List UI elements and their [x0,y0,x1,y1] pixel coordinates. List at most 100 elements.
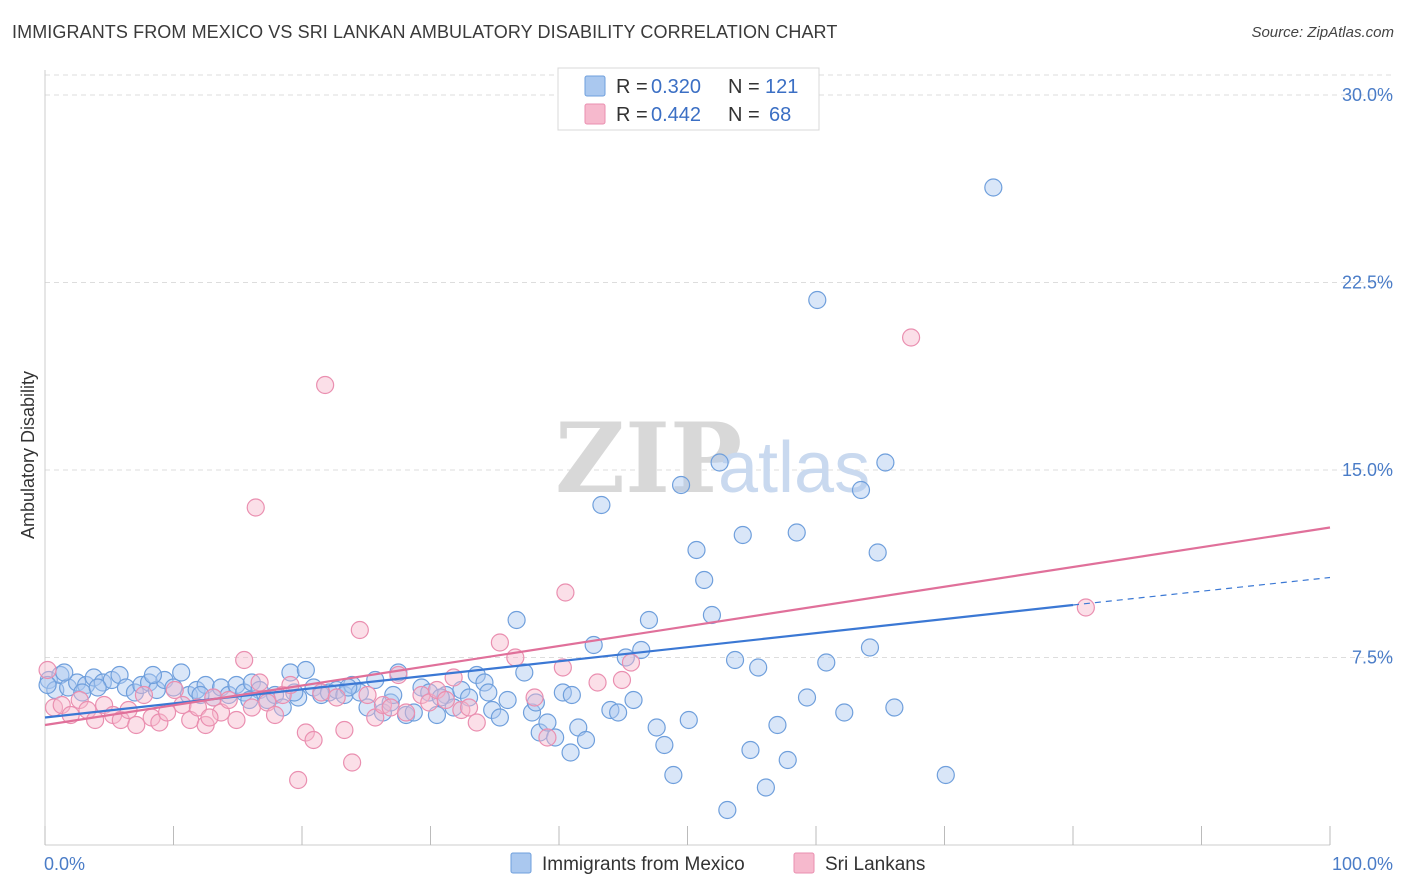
srilankan-point-11 [127,715,146,735]
mexico-point-3 [59,678,78,697]
watermark-atlas: atlas [718,428,870,508]
grid-lines [45,74,1393,658]
mexico-point-58 [490,708,509,727]
mexico-point-59 [498,690,517,710]
mexico-point-26 [242,673,261,692]
srilankan-point-63 [621,653,641,672]
srilankan-point-38 [335,720,354,740]
legend-r-value-2: 0.442 [651,104,701,126]
mexico-point-88 [725,650,745,670]
mexico-point-24 [227,675,246,695]
mexico-point-84 [695,570,714,590]
mexico-point-82 [679,710,698,730]
srilankan-point-39 [343,753,362,772]
y-tick-label-3: 30.0% [1342,85,1393,105]
source-label: Source: ZipAtlas.com [1251,24,1394,41]
chart-title: IMMIGRANTS FROM MEXICO VS SRI LANKAN AMB… [12,22,838,42]
mexico-point-65 [546,728,565,747]
srilankan-point-54 [467,713,486,732]
srilankan-trend-line [44,526,1331,727]
mexico-point-97 [808,290,827,310]
x-tick-label-1: 100.0% [1332,854,1393,874]
bottom-legend-label-srilankans: Sri Lankans [825,854,925,875]
srilankan-point-65 [1076,598,1095,617]
legend-r-label-2: R = [616,104,648,126]
mexico-point-108 [55,663,74,682]
srilankan-point-55 [490,633,509,652]
srilankan-point-50 [436,690,456,710]
correlation-legend: R = 0.320 N = 121 R = 0.442 N = 68 [557,67,820,131]
srilankan-point-24 [227,710,246,730]
mexico-point-64 [538,713,557,732]
mexico-point-105 [936,765,955,785]
srilankan-point-23 [219,690,238,710]
srilankan-point-16 [165,680,184,700]
legend-r-label-1: R = [616,76,648,98]
bottom-legend-swatch-pink [793,852,815,874]
srilankan-point-62 [612,670,632,690]
mexico-point-31 [281,663,300,682]
mexico-point-87 [718,800,737,820]
mexico-point-92 [756,778,775,797]
srilankan-point-59 [553,658,572,677]
srilankan-point-64 [901,328,921,347]
srilankan-point-27 [250,673,269,692]
srilankan-point-26 [242,698,261,717]
srilankan-point-7 [95,695,114,715]
mexico-point-62 [522,703,542,722]
legend-n-label-2: N = [728,104,760,126]
mexico-point-99 [835,703,854,722]
x-tick-label-0: 0.0% [44,854,85,874]
mexico-point-95 [787,523,806,542]
srilankan-point-29 [265,705,285,725]
legend-n-value-2: 68 [769,104,791,126]
y-axis-label: Ambulatory Disability [18,371,38,539]
mexico-trend-extension [1072,576,1331,606]
mexico-point-103 [876,453,895,472]
mexico-point-73 [609,703,628,722]
y-tick-labels: 7.5% 15.0% 22.5% 30.0% [1342,85,1393,668]
bottom-legend-swatch-blue [510,852,532,874]
x-tick-labels: 0.0% 100.0% [44,854,1393,874]
legend-r-value-1: 0.320 [651,76,701,98]
legend-swatch-pink [584,103,606,125]
srilankan-point-25 [235,650,254,670]
mexico-point-47 [404,703,423,722]
srilankan-point-49 [427,680,447,700]
watermark-zip: ZIP [555,402,742,515]
srilankan-point-66 [200,708,219,727]
srilankan-point-67 [246,498,265,517]
mexico-point-57 [483,700,502,720]
mexico-point-81 [671,475,691,495]
series-mexico-points [38,178,1003,820]
mexico-point-80 [664,765,683,785]
mexico-point-67 [561,743,580,762]
srilankan-point-32 [289,770,308,790]
srilankan-point-57 [525,688,544,707]
mexico-point-110 [88,678,107,697]
srilankan-point-4 [70,690,89,710]
legend-n-value-1: 121 [765,76,798,98]
y-tick-label-0: 7.5% [1352,648,1393,668]
mexico-point-94 [778,750,797,770]
legend-swatch-blue [584,75,606,97]
srilankan-point-34 [304,730,323,750]
series-legend: Immigrants from Mexico Sri Lankans [510,852,925,875]
mexico-point-78 [647,718,666,737]
srilankan-point-36 [316,375,335,395]
trend-lines [44,526,1331,727]
axes [44,70,1331,846]
mexico-point-106 [984,178,1003,197]
mexico-point-120 [562,685,581,705]
srilankan-point-12 [134,685,154,705]
mexico-point-107 [38,675,57,695]
mexico-point-60 [507,610,526,630]
mexico-point-56 [475,673,494,692]
mexico-point-93 [768,715,787,735]
srilankan-point-44 [381,698,400,717]
mexico-point-90 [741,740,760,760]
mexico-point-79 [655,735,674,755]
mexico-point-100 [851,480,871,500]
srilankan-point-41 [358,685,377,705]
